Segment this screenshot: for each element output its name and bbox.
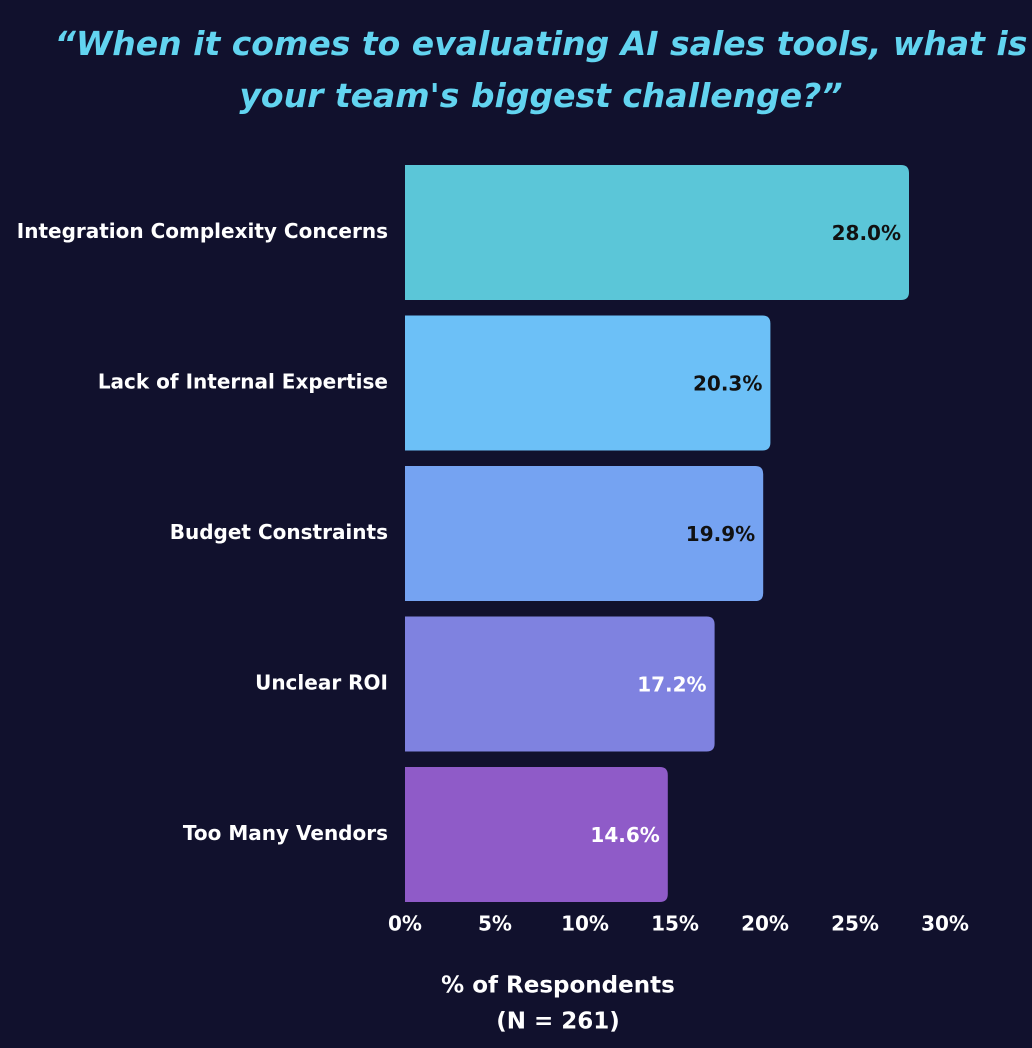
x-tick-label: 25% bbox=[831, 912, 879, 936]
y-tick-label: Lack of Internal Expertise bbox=[98, 370, 388, 394]
value-label: 19.9% bbox=[686, 522, 755, 546]
value-label: 28.0% bbox=[832, 221, 901, 245]
x-tick-label: 5% bbox=[478, 912, 512, 936]
value-label: 14.6% bbox=[590, 823, 659, 847]
x-tick-label: 15% bbox=[651, 912, 699, 936]
x-tick-label: 0% bbox=[388, 912, 422, 936]
y-tick-label: Unclear ROI bbox=[255, 671, 388, 695]
bar bbox=[405, 466, 764, 601]
bar bbox=[405, 616, 715, 752]
y-tick-label: Integration Complexity Concerns bbox=[17, 219, 388, 243]
chart-title: “When it comes to evaluating AI sales to… bbox=[54, 24, 1028, 115]
value-label: 17.2% bbox=[637, 673, 706, 697]
bar bbox=[405, 315, 771, 451]
x-tick-label: 30% bbox=[921, 912, 969, 936]
bar bbox=[405, 767, 668, 902]
x-axis-label: % of Respondents bbox=[441, 973, 675, 999]
bar bbox=[405, 165, 909, 300]
x-tick-label: 10% bbox=[561, 912, 609, 936]
x-tick-label: 20% bbox=[741, 912, 789, 936]
y-tick-label: Too Many Vendors bbox=[183, 821, 388, 845]
value-label: 20.3% bbox=[693, 372, 762, 396]
y-tick-label: Budget Constraints bbox=[170, 520, 388, 544]
x-axis-note: (N = 261) bbox=[496, 1009, 620, 1035]
